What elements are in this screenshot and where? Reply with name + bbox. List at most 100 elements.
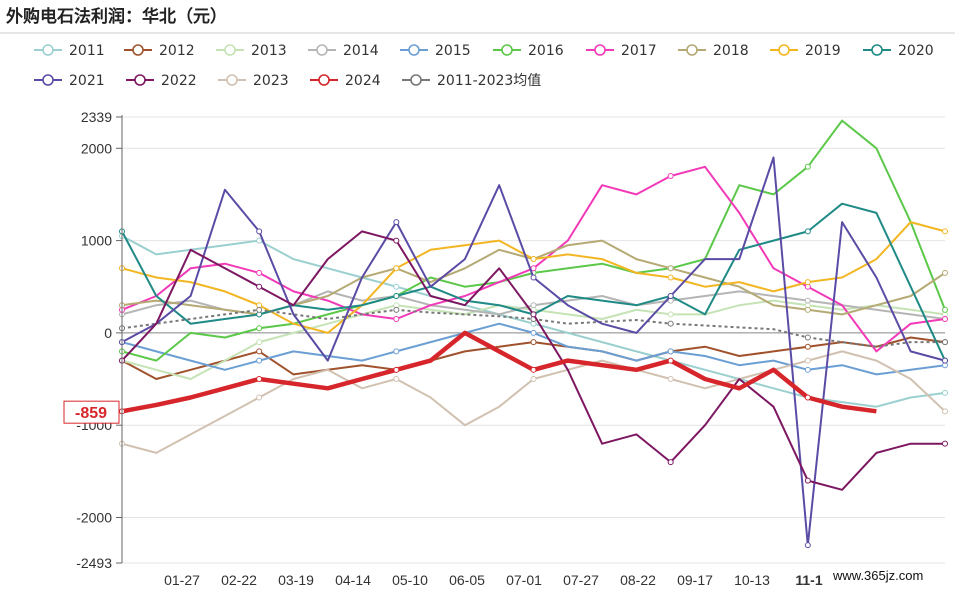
legend-label[interactable]: 2021 <box>69 73 105 89</box>
legend: 2011 2012 2013 2014 2015 2016 2017 2018 2019 2020… <box>34 43 934 89</box>
legend-label[interactable]: 2011-2023均值 <box>437 73 541 89</box>
data-point <box>393 283 400 290</box>
data-point <box>393 348 400 355</box>
legend-item[interactable]: 2023 <box>218 73 289 89</box>
data-point <box>804 343 811 350</box>
data-point <box>530 376 537 383</box>
legend-label[interactable]: 2016 <box>528 43 564 59</box>
data-point <box>942 316 948 323</box>
legend-item[interactable]: 2012 <box>124 43 195 59</box>
y-tick-label: 2339 <box>81 109 112 125</box>
data-point <box>256 348 263 355</box>
data-point <box>667 376 674 383</box>
x-tick-label: 10-13 <box>734 572 770 588</box>
data-point <box>804 297 811 304</box>
legend-item[interactable]: 2018 <box>678 43 749 59</box>
data-point <box>804 279 811 286</box>
data-point <box>256 228 263 235</box>
data-point <box>667 265 674 272</box>
data-point <box>804 163 811 170</box>
legend-swatch-dot <box>871 44 883 56</box>
legend-item[interactable]: 2013 <box>216 43 287 59</box>
data-point <box>256 306 263 313</box>
data-point <box>530 256 537 263</box>
latest-value-marker: -859 <box>63 400 120 424</box>
legend-item[interactable]: 2016 <box>493 43 564 59</box>
legend-label[interactable]: 2019 <box>805 43 841 59</box>
legend-label[interactable]: 2011 <box>69 43 105 59</box>
x-tick-label: 07-01 <box>506 572 542 588</box>
legend-label[interactable]: 2012 <box>159 43 195 59</box>
y-tick-label: 2000 <box>81 140 112 156</box>
data-point <box>256 357 263 364</box>
legend-item[interactable]: 2019 <box>770 43 841 59</box>
data-point <box>667 320 674 327</box>
legend-label[interactable]: 2017 <box>621 43 657 59</box>
legend-item[interactable]: 2011-2023均值 <box>402 73 541 89</box>
chart-title: 外购电石法利润：华北（元） <box>6 6 227 27</box>
data-point <box>530 302 537 309</box>
x-tick-label: 08-22 <box>620 572 656 588</box>
legend-label[interactable]: 2014 <box>343 43 379 59</box>
y-tick-label: -2493 <box>76 555 112 571</box>
data-point <box>256 283 263 290</box>
legend-swatch-dot <box>594 44 606 56</box>
x-tick-label: 02-22 <box>221 572 257 588</box>
data-point <box>942 389 948 396</box>
legend-label[interactable]: 2015 <box>435 43 471 59</box>
legend-item[interactable]: 2020 <box>863 43 934 59</box>
legend-label[interactable]: 2022 <box>161 73 197 89</box>
legend-swatch-dot <box>316 44 328 56</box>
legend-item[interactable]: 2011 <box>34 43 105 59</box>
legend-label[interactable]: 2024 <box>345 73 381 89</box>
x-tick-label: 09-17 <box>677 572 713 588</box>
data-point <box>256 339 263 346</box>
legend-item[interactable]: 2024 <box>310 73 381 89</box>
legend-label[interactable]: 2020 <box>898 43 934 59</box>
series-layer <box>119 119 948 549</box>
data-point <box>256 325 263 332</box>
data-point <box>667 311 674 318</box>
legend-item[interactable]: 2017 <box>586 43 657 59</box>
legend-label[interactable]: 2013 <box>251 43 287 59</box>
data-point <box>942 357 948 364</box>
legend-item[interactable]: 2021 <box>34 73 105 89</box>
legend-swatch-dot <box>408 44 420 56</box>
legend-item[interactable]: 2022 <box>126 73 197 89</box>
data-point <box>942 269 948 276</box>
data-point <box>667 274 674 281</box>
legend-item[interactable]: 2015 <box>400 43 471 59</box>
data-point <box>530 329 537 336</box>
data-point <box>256 237 263 244</box>
legend-label[interactable]: 2023 <box>253 73 289 89</box>
marker-layer: -859 <box>63 400 120 424</box>
data-point <box>942 339 948 346</box>
x-tick-label: 03-19 <box>278 572 314 588</box>
data-point <box>393 292 400 299</box>
data-point <box>256 376 263 383</box>
watermark: www.365jz.com <box>832 568 923 583</box>
data-point <box>667 292 674 299</box>
data-point <box>530 311 537 318</box>
legend-item[interactable]: 2014 <box>308 43 379 59</box>
legend-swatch-dot <box>318 74 330 86</box>
data-point <box>804 334 811 341</box>
series-line-2021 <box>121 156 946 547</box>
data-point <box>393 219 400 226</box>
legend-swatch-dot <box>226 74 238 86</box>
data-point <box>667 172 674 179</box>
x-tick-label: 07-27 <box>563 572 599 588</box>
data-point <box>393 376 400 383</box>
x-tick-label: 06-05 <box>449 572 485 588</box>
legend-swatch-dot <box>42 74 54 86</box>
legend-swatch-dot <box>501 44 513 56</box>
x-tick-label: 05-10 <box>392 572 428 588</box>
x-tick-label: 04-14 <box>335 572 371 588</box>
series-line-2020 <box>121 202 946 362</box>
legend-swatch-dot <box>224 44 236 56</box>
legend-label[interactable]: 2018 <box>713 43 749 59</box>
data-point <box>667 357 674 364</box>
data-point <box>393 237 400 244</box>
legend-swatch-dot <box>778 44 790 56</box>
